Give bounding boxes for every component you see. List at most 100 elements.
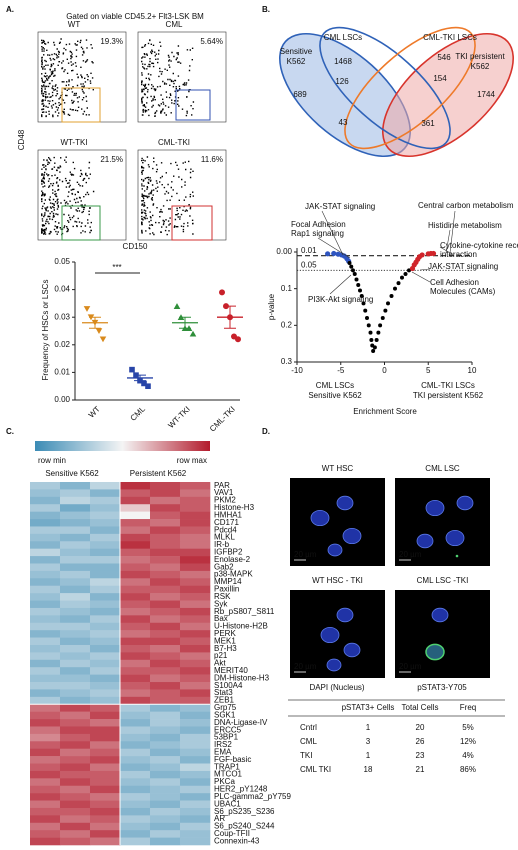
- nucleus: [342, 527, 362, 545]
- heatmap-cell: [30, 593, 61, 601]
- row-label: Connexin-43: [214, 836, 260, 845]
- annotation-leader: [439, 246, 453, 255]
- y-tick-label: 0.04: [54, 285, 70, 294]
- heatmap-cell: [180, 570, 211, 579]
- heatmap-cell: [150, 793, 181, 801]
- heatmap-cell: [60, 644, 91, 653]
- venn-label: CML-TKI LSCs: [423, 33, 477, 42]
- heatmap-cell: [60, 711, 91, 720]
- venn-set: [344, 26, 476, 150]
- heatmap-cell: [60, 837, 91, 846]
- heatmap-cell: [60, 563, 91, 572]
- y-axis-label: p-value: [267, 293, 276, 320]
- heatmap-cell: [180, 585, 211, 594]
- heatmap-cell: [60, 659, 91, 668]
- x-tick-label: WT-TKI: [166, 405, 192, 431]
- heatmap-cell: [60, 726, 91, 735]
- heatmap-cell: [150, 830, 181, 838]
- table-cell: CML: [300, 737, 317, 746]
- heatmap-cell: [150, 600, 181, 609]
- heatmap-cell: [150, 696, 181, 705]
- row-label: Pdcd4: [214, 525, 237, 534]
- heatmap-cell: [60, 556, 91, 564]
- heatmap-cell: [30, 600, 61, 609]
- gate-percent: 5.64%: [200, 37, 223, 46]
- row-label: PKM2: [214, 496, 236, 505]
- row-label: MEK1: [214, 636, 236, 645]
- heatmap-cell: [180, 652, 211, 661]
- y-tick-label: 0.3: [281, 357, 293, 366]
- heatmap-cell: [150, 667, 181, 675]
- heatmap-cell: [150, 748, 181, 757]
- y-tick-label: 0.02: [54, 340, 70, 349]
- venn-count: 546: [437, 53, 451, 62]
- heatmap-cell: [120, 615, 151, 624]
- nucleus: [416, 533, 434, 549]
- event-dots: [141, 156, 194, 236]
- heatmap-cell: [90, 830, 121, 838]
- heatmap-cell: [30, 622, 61, 631]
- gate: [171, 205, 213, 241]
- heatmap-cell: [30, 674, 61, 683]
- heatmap-cell: [150, 674, 181, 683]
- heatmap-cell: [60, 785, 91, 794]
- venn-count: 126: [335, 77, 349, 86]
- row-label: Grp75: [214, 703, 237, 712]
- heatmap-cell: [120, 778, 151, 787]
- heatmap-cell: [180, 607, 211, 616]
- heatmap-cell: [60, 526, 91, 535]
- data-point: [129, 366, 135, 373]
- heatmap-cell: [30, 748, 61, 757]
- data-point: [400, 275, 404, 280]
- heatmap-cell: [30, 763, 61, 772]
- data-point: [396, 281, 401, 286]
- heatmap-cell: [180, 726, 211, 735]
- heatmap-cell: [30, 556, 61, 564]
- plot-title: WT: [68, 20, 81, 29]
- data-point: [393, 286, 397, 291]
- heatmap-cell: [120, 644, 151, 653]
- y-tick-label: 0.00: [54, 395, 70, 404]
- heatmap-cell: [90, 704, 121, 712]
- heatmap-cell: [120, 519, 151, 527]
- table-cell: 4%: [462, 751, 474, 760]
- nucleus: [431, 607, 449, 623]
- heatmap-cell: [60, 637, 91, 646]
- gate-percent: 19.3%: [100, 37, 123, 46]
- heatmap-cell: [30, 570, 61, 579]
- heatmap-cell: [120, 793, 151, 801]
- heatmap-cell: [120, 482, 151, 490]
- nucleus: [343, 642, 361, 658]
- heatmap-cell: [150, 496, 181, 505]
- data-point: [363, 308, 368, 313]
- data-point: [359, 294, 364, 298]
- row-label: S6_pS235_S236: [214, 807, 275, 816]
- group-label: Persistent K562: [130, 469, 187, 478]
- heatmap-cell: [120, 704, 151, 712]
- data-point: [378, 323, 383, 328]
- panel-label: C.: [6, 427, 14, 436]
- heatmap-cell: [150, 837, 181, 846]
- scale-max: row max: [177, 456, 207, 465]
- heatmap-cell: [150, 607, 181, 616]
- heatmap-cell: [120, 770, 151, 779]
- heatmap-cell: [30, 496, 61, 505]
- heatmap-cell: [60, 756, 91, 764]
- heatmap-cell: [90, 741, 121, 749]
- heatmap-cell: [180, 637, 211, 646]
- data-point: [365, 316, 369, 320]
- row-label: AR: [214, 814, 225, 823]
- heatmap-cell: [90, 570, 121, 579]
- heatmap-cell: [120, 837, 151, 846]
- heatmap-cell: [60, 570, 91, 579]
- table-cell: 5%: [462, 723, 474, 732]
- heatmap-cell: [30, 696, 61, 705]
- heatmap-cell: [150, 593, 181, 601]
- heatmap-cell: [180, 807, 211, 816]
- heatmap-cell: [60, 719, 91, 727]
- heatmap-cell: [150, 533, 181, 542]
- venn-set: [319, 26, 451, 150]
- nucleus: [456, 495, 474, 511]
- row-label: Paxillin: [214, 585, 239, 594]
- heatmap-cell: [180, 815, 211, 824]
